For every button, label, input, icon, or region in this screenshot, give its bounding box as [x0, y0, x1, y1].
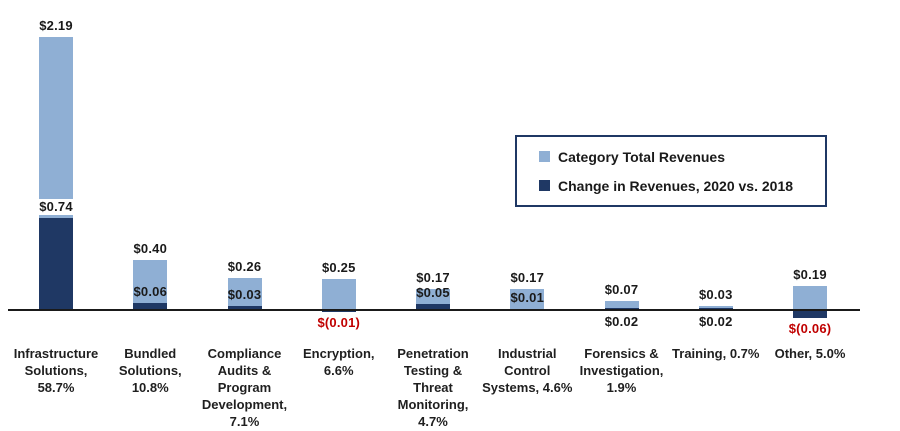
bar-change-in-revenues	[793, 311, 827, 319]
bar-change-in-revenues	[321, 311, 356, 313]
bar-change-in-revenues	[698, 307, 733, 310]
change-value-label: $0.02	[698, 314, 733, 329]
legend-label-change-in-revenues: Change in Revenues, 2020 vs. 2018	[558, 177, 794, 194]
bar-change-in-revenues	[604, 307, 639, 310]
change-value-label: $0.05	[416, 284, 450, 300]
bar-total-revenues	[321, 278, 356, 310]
category-label: Other, 5.0%	[774, 346, 846, 361]
legend-swatch-change-in-revenues	[539, 180, 550, 191]
bar-change-in-revenues	[39, 217, 73, 310]
legend: Category Total Revenues Change in Revenu…	[515, 135, 827, 207]
total-value-label: $0.25	[321, 259, 356, 275]
change-value-label: $0.01	[510, 289, 545, 305]
change-value-label: $(0.06)	[788, 321, 832, 337]
legend-label-total-revenues: Category Total Revenues	[558, 148, 726, 165]
change-value-label: $(0.01)	[317, 315, 361, 331]
change-value-label: $0.06	[133, 283, 168, 299]
category-label: Training, 0.7%	[672, 346, 760, 361]
total-value-label: $0.07	[604, 282, 639, 298]
bar-total-revenues	[510, 288, 545, 310]
change-value-label: $0.02	[604, 314, 639, 329]
bar-total-revenues	[133, 260, 168, 310]
total-value-label: $0.17	[416, 269, 450, 285]
bar-change-in-revenues	[227, 306, 262, 310]
category-label: Forensics & Investigation, 1.9%	[579, 346, 664, 395]
total-value-label: $0.17	[510, 269, 545, 285]
category-label: Encryption, 6.6%	[302, 346, 375, 378]
total-value-label: $0.03	[698, 287, 733, 303]
legend-item-total-revenues: Category Total Revenues	[539, 149, 825, 165]
total-value-label: $0.26	[227, 258, 262, 274]
category-label: Industrial Control Systems, 4.6%	[482, 346, 573, 395]
total-value-label: $0.19	[793, 267, 827, 283]
legend-swatch-total-revenues	[539, 151, 550, 162]
bar-total-revenues	[604, 301, 639, 310]
legend-item-change-in-revenues: Change in Revenues, 2020 vs. 2018	[539, 178, 825, 194]
category-label: Bundled Solutions, 10.8%	[118, 346, 182, 395]
category-label: Infrastructure Solutions, 58.7%	[13, 346, 99, 395]
total-value-label: $2.19	[39, 17, 73, 33]
change-value-label: $0.74	[35, 198, 77, 215]
change-value-label: $0.03	[227, 287, 262, 303]
category-label: Penetration Testing & Threat Monitoring,…	[397, 346, 469, 429]
bar-total-revenues	[793, 286, 827, 310]
total-value-label: $0.40	[133, 241, 168, 257]
bar-total-revenues	[227, 277, 262, 310]
category-label: Compliance Audits & Program Development,…	[201, 346, 288, 429]
bar-change-in-revenues	[133, 302, 168, 310]
x-axis-line	[8, 309, 860, 311]
bar-change-in-revenues	[416, 303, 450, 310]
